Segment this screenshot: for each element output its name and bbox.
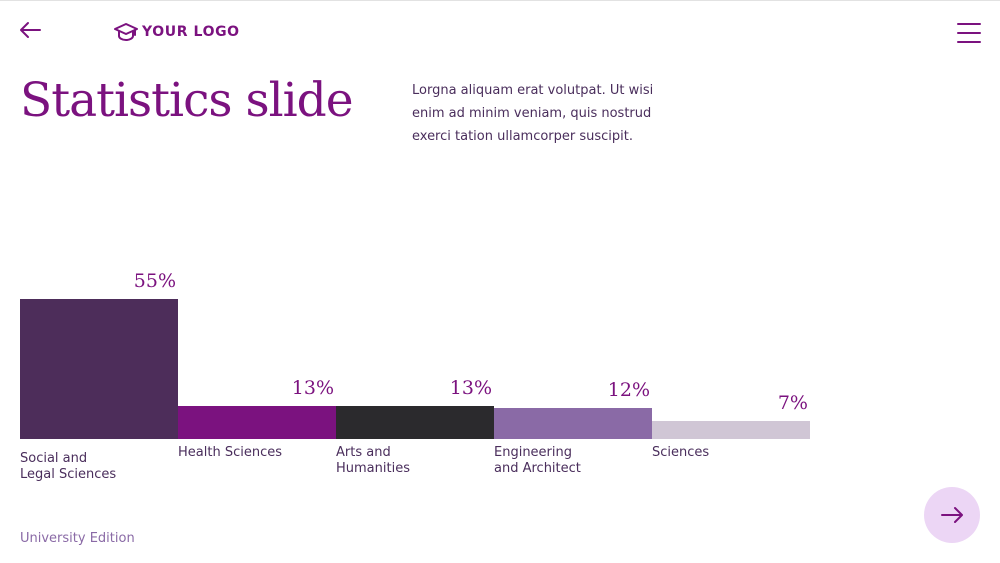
category-label: Arts and Humanities: [336, 445, 410, 476]
category-label: Sciences: [652, 445, 709, 460]
logo: YOUR LOGO: [114, 21, 240, 43]
next-button[interactable]: [924, 487, 980, 543]
bar-value-label: 13%: [292, 377, 334, 399]
bar: [494, 408, 652, 439]
bar-value-label: 55%: [134, 270, 176, 292]
bar: [20, 299, 178, 439]
category-label: Social and Legal Sciences: [20, 451, 116, 482]
menu-button[interactable]: [956, 21, 982, 45]
bar-value-label: 12%: [608, 379, 650, 401]
bar-value-label: 7%: [778, 392, 808, 414]
category-label: Engineering and Architect: [494, 445, 581, 476]
logo-text: YOUR LOGO: [142, 24, 240, 40]
hamburger-menu-icon: [957, 23, 981, 43]
intro-text: Lorgna aliquam erat volutpat. Ut wisi en…: [412, 83, 654, 144]
category-label: Health Sciences: [178, 445, 282, 460]
bar: [652, 421, 810, 439]
bar-value-label: 13%: [450, 377, 492, 399]
bar: [178, 406, 336, 439]
graduation-cap-icon: [114, 23, 138, 42]
footer-text: University Edition: [20, 531, 135, 546]
arrow-left-icon: [20, 22, 41, 38]
arrow-right-icon: [941, 507, 963, 523]
bar: [336, 406, 494, 439]
slide-title: Statistics slide: [20, 73, 354, 128]
back-button[interactable]: [18, 19, 44, 41]
